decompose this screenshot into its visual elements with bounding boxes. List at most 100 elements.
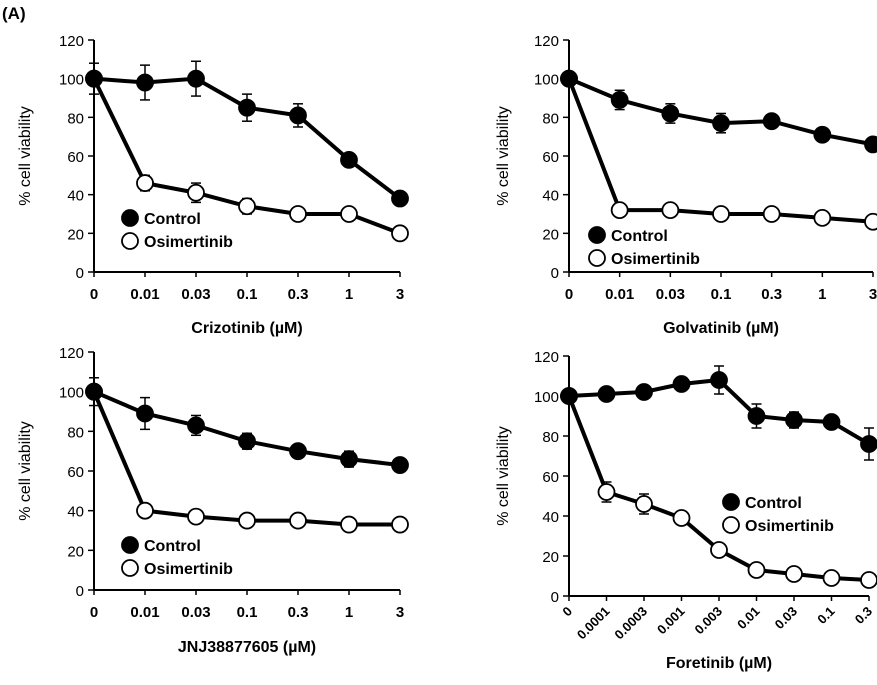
x-axis-label: Crizotinib (µM)	[191, 320, 302, 337]
data-point-control	[136, 73, 154, 92]
x-tick-label: 0.01	[130, 286, 159, 303]
y-tick-label: 20	[542, 549, 559, 566]
data-point-control	[340, 450, 358, 469]
y-axis-label: % cell viability	[495, 106, 512, 206]
x-tick-label: 0.1	[814, 604, 837, 627]
data-point-control	[635, 383, 653, 401]
x-tick-label: 1	[345, 604, 353, 621]
y-tick-label: 100	[534, 72, 559, 89]
data-point-osimertinib	[136, 501, 154, 520]
y-tick-label: 120	[59, 345, 84, 362]
data-point-osimertinib	[710, 541, 728, 559]
x-tick-label: 0.001	[654, 604, 688, 638]
data-point-osimertinib	[864, 212, 877, 231]
x-tick-label: 0.1	[237, 604, 258, 621]
data-point-control	[85, 69, 103, 88]
y-tick-label: 60	[67, 464, 84, 481]
data-point-osimertinib	[289, 205, 307, 223]
data-point-control	[864, 135, 877, 154]
y-axis-label: % cell viability	[495, 426, 512, 526]
legend-marker-osimertinib	[722, 516, 740, 534]
x-tick-label: 0.03	[772, 604, 801, 633]
data-point-osimertinib	[635, 495, 653, 513]
legend-marker-control	[588, 226, 606, 244]
x-tick-label: 0.1	[711, 286, 732, 303]
data-point-osimertinib	[597, 483, 616, 501]
y-axis-label: % cell viability	[17, 421, 34, 521]
data-point-control	[813, 125, 832, 144]
data-point-control	[610, 91, 629, 109]
data-point-osimertinib	[238, 511, 256, 530]
x-axis-label: JNJ38877605 (µM)	[178, 639, 316, 656]
y-tick-label: 0	[76, 265, 84, 282]
legend-label-osimertinib: Osimertinib	[144, 234, 233, 251]
legend-label-control: Control	[144, 538, 201, 555]
y-tick-label: 80	[67, 110, 84, 127]
data-point-control	[238, 432, 256, 451]
data-point-control	[785, 411, 803, 429]
data-point-control	[187, 69, 205, 88]
y-axis-label: % cell viability	[17, 106, 34, 206]
x-tick-label: 3	[869, 286, 877, 303]
x-tick-label: 1	[345, 286, 353, 303]
data-point-osimertinib	[747, 561, 766, 579]
y-tick-label: 100	[59, 385, 84, 402]
legend-label-control: Control	[144, 211, 201, 228]
data-point-control	[391, 456, 409, 474]
data-point-osimertinib	[391, 515, 409, 534]
legend-marker-osimertinib	[121, 559, 139, 577]
y-tick-label: 20	[67, 543, 84, 560]
legend-label-osimertinib: Osimertinib	[611, 251, 700, 268]
data-point-osimertinib	[762, 205, 781, 223]
data-point-osimertinib	[860, 571, 877, 589]
x-tick-label: 0.3	[288, 604, 309, 621]
legend-label-osimertinib: Osimertinib	[144, 561, 233, 578]
data-point-control	[560, 69, 578, 88]
legend-marker-control	[121, 536, 139, 554]
y-tick-label: 60	[542, 149, 559, 166]
y-tick-label: 0	[551, 265, 559, 282]
y-tick-label: 40	[67, 188, 84, 205]
data-point-control	[289, 442, 307, 461]
data-point-osimertinib	[785, 565, 803, 583]
y-tick-label: 120	[59, 33, 84, 50]
y-tick-label: 120	[534, 349, 559, 366]
data-point-control	[238, 98, 256, 117]
y-tick-label: 100	[59, 72, 84, 89]
data-point-control	[661, 104, 680, 123]
data-point-control	[822, 413, 841, 431]
data-point-osimertinib	[340, 205, 358, 223]
data-point-control	[340, 150, 358, 169]
y-tick-label: 60	[67, 149, 84, 166]
x-tick-label: 0.01	[734, 604, 763, 633]
x-tick-label: 0.03	[181, 286, 210, 303]
legend-marker-osimertinib	[121, 232, 139, 250]
data-point-osimertinib	[661, 201, 680, 220]
x-tick-label: 0.0003	[611, 604, 650, 643]
data-point-control	[762, 112, 781, 131]
data-point-control	[289, 106, 307, 125]
data-point-osimertinib	[289, 511, 307, 530]
data-point-osimertinib	[187, 507, 205, 526]
data-point-osimertinib	[822, 569, 841, 587]
y-tick-label: 40	[542, 188, 559, 205]
data-point-osimertinib	[672, 509, 691, 527]
x-tick-label: 0	[90, 286, 98, 303]
data-point-control	[560, 387, 578, 405]
y-tick-label: 20	[67, 226, 84, 243]
data-point-control	[747, 407, 766, 425]
x-tick-label: 0.3	[761, 286, 782, 303]
x-tick-label: 0.03	[181, 604, 210, 621]
data-point-osimertinib	[238, 197, 256, 216]
legend-marker-control	[121, 209, 139, 227]
data-point-control	[710, 371, 728, 389]
x-tick-label: 1	[818, 286, 826, 303]
legend-label-control: Control	[745, 495, 802, 512]
y-tick-label: 0	[551, 589, 559, 606]
data-point-control	[860, 435, 877, 453]
data-point-control	[672, 375, 691, 393]
data-point-control	[85, 382, 103, 401]
data-point-osimertinib	[340, 515, 358, 534]
